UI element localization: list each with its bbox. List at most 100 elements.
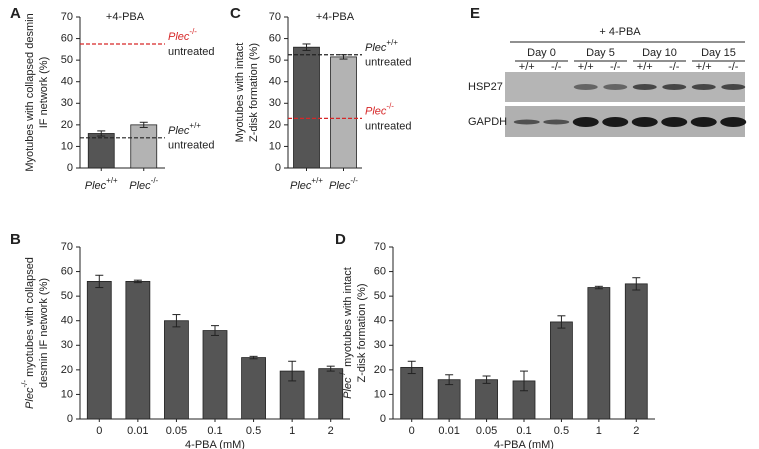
y-tick-label: 70 [269, 11, 281, 23]
x-tick-label: Plec-/- [129, 176, 158, 192]
genotype-label: +/+ [519, 61, 535, 73]
italic-text: Plec [24, 387, 36, 409]
x-axis-label: 4-PBA (mM) [494, 439, 554, 449]
y-tick-label: 30 [61, 97, 73, 109]
y-tick-label: 70 [374, 241, 386, 253]
text: myotubes with intact [342, 267, 354, 370]
superscript: -/- [20, 380, 29, 388]
superscript: -/- [338, 370, 347, 378]
genotype-label: +/+ [637, 61, 653, 73]
row-label: HSP27 [468, 81, 503, 93]
x-tick-label: Plec+/+ [290, 176, 323, 192]
genotype-label: -/- [610, 61, 621, 73]
annotation: +4-PBA [316, 11, 355, 23]
x-tick-label: Plec+/+ [85, 176, 118, 192]
band [690, 117, 717, 127]
y-tick-label: 50 [61, 54, 73, 66]
y-tick-label: 70 [61, 11, 73, 23]
y-tick-label: 40 [269, 76, 281, 88]
y-axis-label: Z-disk formation (%) [356, 283, 368, 382]
day-label: Day 10 [642, 47, 677, 59]
superscript: +/+ [106, 176, 118, 185]
genotype-label: -/- [728, 61, 739, 73]
y-axis-label: Myotubes with intact [234, 43, 246, 143]
panel-letter: C [230, 5, 241, 22]
reference-label: untreated [365, 57, 411, 69]
y-tick-label: 60 [61, 32, 73, 44]
bar [437, 379, 461, 420]
superscript: -/- [386, 101, 394, 110]
bar [87, 133, 115, 169]
y-tick-label: 20 [61, 119, 73, 131]
x-tick-label: 2 [328, 425, 334, 437]
y-tick-label: 10 [374, 388, 386, 400]
band [662, 84, 687, 90]
bar [130, 124, 158, 169]
bar [587, 287, 611, 420]
x-tick-label: 0.5 [246, 425, 261, 437]
annotation: +4-PBA [106, 11, 145, 23]
bar [624, 283, 648, 420]
y-tick-label: 30 [374, 339, 386, 351]
y-tick-label: 0 [67, 413, 73, 425]
day-label: Day 5 [586, 47, 615, 59]
treatment-label: + 4-PBA [599, 26, 641, 38]
y-tick-label: 0 [67, 162, 73, 174]
y-tick-label: 20 [61, 364, 73, 376]
superscript: -/- [151, 176, 159, 185]
x-tick-label: 0 [96, 425, 102, 437]
y-tick-label: 10 [269, 140, 281, 152]
y-axis-label: IF network (%) [38, 57, 50, 129]
y-tick-label: 60 [61, 265, 73, 277]
y-axis-label: Plec-/- myotubes with collapsed [20, 257, 36, 409]
panel-letter: D [335, 231, 346, 248]
text: myotubes with collapsed [24, 257, 36, 380]
reference-label: Plec+/+ [168, 121, 201, 137]
bar [164, 320, 189, 420]
band [661, 117, 688, 127]
row-label: GAPDH [468, 116, 507, 128]
band [631, 117, 658, 127]
x-tick-label: 0.05 [166, 425, 187, 437]
genotype-label: -/- [669, 61, 680, 73]
x-tick-label: 0.1 [207, 425, 222, 437]
superscript: +/+ [311, 176, 323, 185]
italic-text: Plec [365, 42, 387, 54]
y-tick-label: 10 [61, 388, 73, 400]
band [691, 84, 716, 90]
band [513, 119, 540, 125]
x-tick-label: 0.05 [476, 425, 497, 437]
superscript: -/- [189, 27, 197, 36]
band [573, 84, 598, 90]
bar [293, 46, 320, 169]
band [721, 84, 746, 90]
reference-label: untreated [168, 140, 214, 152]
panel-letter: E [470, 5, 480, 22]
x-tick-label: 0.1 [516, 425, 531, 437]
reference-label: Plec-/- [168, 27, 197, 43]
x-tick-label: Plec-/- [329, 176, 358, 192]
genotype-label: -/- [551, 61, 562, 73]
y-tick-label: 20 [374, 364, 386, 376]
y-tick-label: 20 [269, 119, 281, 131]
y-tick-label: 50 [61, 290, 73, 302]
band [602, 117, 629, 127]
band [543, 119, 570, 125]
bar [86, 280, 112, 420]
y-axis-label: Plec-/- myotubes with intact [338, 267, 354, 399]
reference-label: Plec+/+ [365, 38, 398, 54]
bar [330, 56, 357, 169]
superscript: -/- [350, 176, 358, 185]
italic-text: Plec [129, 180, 151, 192]
x-tick-label: 0.01 [438, 425, 459, 437]
y-tick-label: 30 [61, 339, 73, 351]
band [720, 117, 747, 127]
bar [400, 366, 424, 420]
genotype-label: +/+ [578, 61, 594, 73]
y-tick-label: 40 [374, 315, 386, 327]
x-tick-label: 0 [409, 425, 415, 437]
bar [202, 330, 228, 420]
italic-text: Plec [329, 180, 351, 192]
day-label: Day 15 [701, 47, 736, 59]
